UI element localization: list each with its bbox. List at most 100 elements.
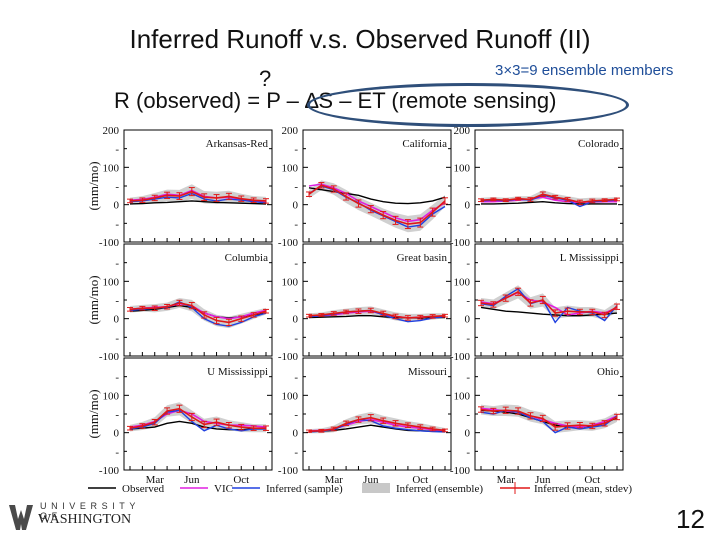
panel-label: Great basin xyxy=(397,252,448,264)
legend-label: Inferred (sample) xyxy=(266,483,343,495)
page-number: 12 xyxy=(676,504,705,534)
panel-l-mississippi: L Mississippi xyxy=(474,243,624,357)
series-sample xyxy=(129,192,267,204)
y-tick-label: - xyxy=(294,218,298,230)
y-tick-label: 100 xyxy=(282,390,299,402)
y-tick-label: - xyxy=(115,181,119,193)
y-axis-label: (mm/mo) xyxy=(86,389,101,438)
y-tick-label: - xyxy=(466,144,470,156)
y-tick-label: -100 xyxy=(99,351,120,363)
y-tick-label: - xyxy=(115,144,119,156)
legend-label: Inferred (mean, stdev) xyxy=(534,483,632,495)
y-tick-label: - xyxy=(466,295,470,307)
y-tick-label: - xyxy=(466,372,470,384)
y-tick-label: 200 xyxy=(282,125,299,137)
logo-washington: WASHINGTON xyxy=(38,512,132,527)
legend-label: Observed xyxy=(122,483,165,495)
panel-great-basin: Great basin xyxy=(302,243,452,357)
y-tick-label: 0 xyxy=(293,428,299,440)
panel-label: California xyxy=(402,138,447,150)
y-tick-label: 0 xyxy=(465,428,471,440)
y-tick-label: - xyxy=(466,409,470,421)
y-tick-label: - xyxy=(115,295,119,307)
x-tick-label: Mar xyxy=(325,474,344,486)
series-inferred-mean xyxy=(129,190,267,202)
series-inferred-mean xyxy=(308,184,446,225)
y-tick-label: 0 xyxy=(114,200,120,212)
y-tick-label: - xyxy=(294,181,298,193)
y-tick-label: - xyxy=(466,218,470,230)
panel-ohio: Ohio xyxy=(474,357,624,471)
legend-label: Inferred (ensemble) xyxy=(396,483,483,495)
y-axis-label: (mm/mo) xyxy=(86,161,101,210)
panel-u-mississippi: U Mississippi xyxy=(123,357,273,471)
x-tick-label: Oct xyxy=(584,474,600,486)
series-inferred-mean xyxy=(480,193,618,204)
y-tick-label: - xyxy=(466,181,470,193)
y-tick-label: -100 xyxy=(99,465,120,477)
series-inferred-mean xyxy=(129,407,266,429)
panel-arkansas-red: Arkansas-Red xyxy=(123,129,273,243)
panel-colorado: Colorado xyxy=(474,129,624,243)
ensemble-band xyxy=(481,404,617,433)
y-tick-label: 0 xyxy=(465,314,471,326)
y-tick-label: - xyxy=(115,446,119,458)
y-tick-label: - xyxy=(466,332,470,344)
panel-missouri: Missouri xyxy=(302,357,452,471)
panel-label: Columbia xyxy=(225,252,269,264)
y-tick-label: - xyxy=(294,372,298,384)
university-logo: UNIVERSITY OF WASHINGTON xyxy=(8,500,158,536)
x-tick-label: Mar xyxy=(497,474,516,486)
y-tick-label: 100 xyxy=(282,276,299,288)
panel-columbia: Columbia xyxy=(123,243,273,357)
legend-swatch-ensemble xyxy=(362,483,390,493)
x-tick-label: Jun xyxy=(535,474,551,486)
y-tick-label: 200 xyxy=(103,125,120,137)
y-tick-label: - xyxy=(115,258,119,270)
series-inferred-mean xyxy=(308,416,446,432)
y-tick-label: 100 xyxy=(103,390,120,402)
y-tick-label: -100 xyxy=(99,237,120,249)
y-tick-label: - xyxy=(294,409,298,421)
remote-sensing-highlight-oval xyxy=(307,83,629,127)
y-tick-label: - xyxy=(115,372,119,384)
series-sample xyxy=(129,409,266,432)
y-tick-label: - xyxy=(294,258,298,270)
slide-title: Inferred Runoff v.s. Observed Runoff (II… xyxy=(129,24,591,54)
y-tick-label: - xyxy=(294,332,298,344)
series-inferred-mean xyxy=(480,408,618,428)
y-tick-label: - xyxy=(466,258,470,270)
y-tick-label: 200 xyxy=(454,125,471,137)
series-observed xyxy=(129,200,267,205)
y-tick-label: 100 xyxy=(454,162,471,174)
y-tick-label: - xyxy=(115,332,119,344)
panel-label: U Mississippi xyxy=(207,366,268,378)
y-tick-label: 0 xyxy=(465,200,471,212)
y-tick-label: -100 xyxy=(278,465,299,477)
y-tick-label: -100 xyxy=(450,351,471,363)
uw-w-logo-icon xyxy=(9,505,33,530)
series-observed xyxy=(308,187,446,205)
y-tick-label: 0 xyxy=(293,314,299,326)
y-tick-label: - xyxy=(294,144,298,156)
y-tick-label: 0 xyxy=(114,428,120,440)
x-tick-label: Mar xyxy=(146,474,165,486)
series-inferred-mean xyxy=(129,302,267,324)
y-tick-label: 0 xyxy=(114,314,120,326)
series-inferred-mean xyxy=(480,290,618,316)
y-tick-label: 100 xyxy=(282,162,299,174)
panel-california: California xyxy=(302,129,452,243)
y-tick-label: - xyxy=(294,446,298,458)
y-tick-label: -100 xyxy=(278,237,299,249)
series-observed xyxy=(481,200,617,205)
panel-label: Ohio xyxy=(597,366,620,378)
y-tick-label: 100 xyxy=(454,276,471,288)
series-inferred-mean xyxy=(308,309,446,319)
y-tick-label: 100 xyxy=(454,390,471,402)
x-tick-label: Oct xyxy=(412,474,428,486)
y-tick-label: -100 xyxy=(450,465,471,477)
panel-label: Colorado xyxy=(578,138,619,150)
y-tick-label: - xyxy=(115,218,119,230)
y-tick-label: 0 xyxy=(293,200,299,212)
